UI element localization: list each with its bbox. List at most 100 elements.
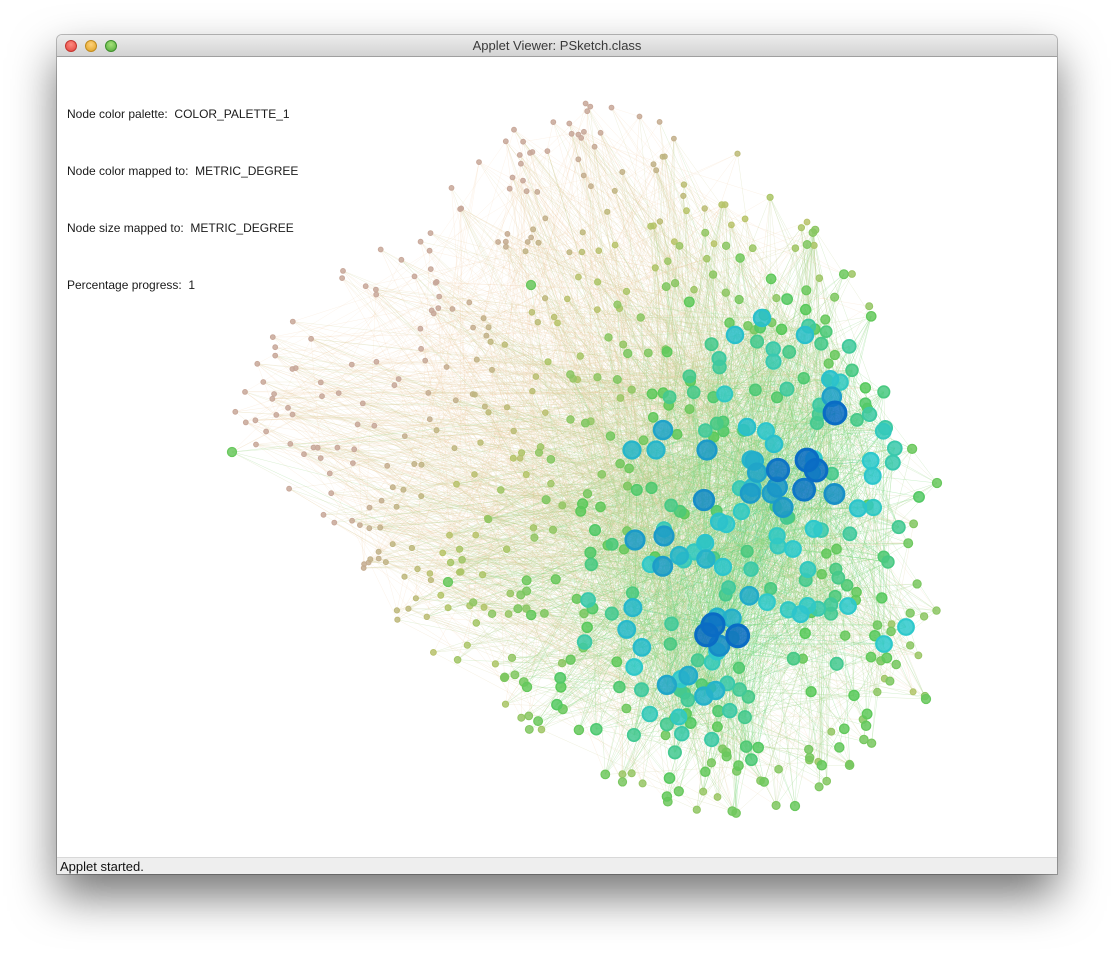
close-icon[interactable]: [65, 40, 77, 52]
graph-node: [497, 486, 505, 494]
nodes-layer: [226, 100, 943, 818]
graph-node: [844, 760, 855, 770]
graph-node: [588, 183, 594, 190]
graph-node: [564, 295, 571, 303]
graph-node: [373, 358, 380, 365]
graph-node: [580, 172, 587, 179]
graph-node: [436, 293, 443, 300]
graph-node: [733, 760, 744, 771]
graph-node: [864, 498, 883, 517]
graph-node: [838, 269, 849, 280]
graph-node: [699, 787, 708, 796]
graph-node: [713, 557, 733, 576]
graph-node: [906, 641, 915, 650]
graph-node: [591, 143, 598, 150]
graph-node: [905, 608, 915, 618]
graph-node: [557, 659, 567, 668]
graph-node: [226, 446, 238, 458]
graph-node: [613, 680, 626, 694]
graph-node: [506, 185, 513, 192]
graph-node: [473, 356, 480, 363]
graph-node: [661, 282, 671, 292]
graph-node: [831, 570, 846, 585]
graph-node: [678, 665, 699, 686]
graph-node: [518, 449, 526, 457]
graph-node: [367, 556, 374, 563]
title-bar[interactable]: Applet Viewer: PSketch.class: [57, 35, 1057, 57]
graph-node: [528, 234, 535, 241]
graph-node: [548, 525, 558, 534]
graph-node: [571, 593, 582, 605]
status-text: Applet started.: [60, 859, 144, 874]
graph-node: [578, 135, 585, 141]
progress-value: 1: [188, 278, 196, 292]
graph-node: [701, 228, 710, 237]
graph-node: [451, 445, 458, 452]
graph-node: [456, 545, 464, 553]
graph-node: [544, 148, 551, 154]
graph-node: [457, 568, 465, 576]
graph-node: [453, 480, 460, 488]
minimize-icon[interactable]: [85, 40, 97, 52]
graph-node: [624, 529, 646, 551]
sketch-canvas[interactable]: Node color palette: COLOR_PALETTE_1 Node…: [57, 57, 1057, 857]
graph-node: [694, 622, 720, 648]
graph-node: [417, 238, 424, 245]
graph-node: [748, 244, 757, 253]
graph-node: [816, 568, 828, 580]
graph-node: [418, 461, 425, 468]
graph-node: [590, 722, 603, 736]
graph-node: [485, 324, 492, 331]
graph-node: [697, 423, 713, 438]
graph-node: [816, 760, 828, 771]
graph-node: [909, 688, 917, 696]
graph-node: [593, 306, 601, 314]
graph-node: [457, 206, 464, 213]
graph-node: [839, 597, 857, 615]
graph-node: [792, 477, 817, 502]
color-mapping-value: METRIC_DEGREE: [195, 164, 299, 178]
graph-node: [582, 100, 589, 107]
graph-node: [623, 348, 633, 359]
graph-node: [739, 740, 753, 753]
graph-node: [680, 192, 687, 199]
graph-node: [716, 385, 734, 403]
graph-node: [903, 538, 914, 549]
graph-node: [743, 561, 759, 577]
graph-node: [289, 318, 296, 325]
graph-node: [662, 390, 677, 405]
graph-node: [334, 444, 341, 451]
graph-node: [418, 345, 425, 352]
graph-node: [823, 358, 834, 369]
graph-node: [605, 537, 619, 551]
graph-node: [511, 126, 517, 133]
graph-node: [725, 325, 745, 345]
graph-node: [320, 511, 327, 518]
graph-node: [701, 205, 708, 212]
graph-node: [799, 627, 811, 639]
graph-node: [384, 462, 391, 469]
graph-node: [449, 306, 456, 312]
graph-node: [848, 499, 868, 518]
graph-node: [359, 400, 366, 407]
graph-node: [669, 545, 689, 566]
graph-node: [770, 391, 784, 404]
graph-node: [841, 338, 857, 354]
zoom-icon[interactable]: [105, 40, 117, 52]
graph-node: [242, 419, 249, 426]
graph-node: [568, 130, 575, 137]
graph-node: [375, 548, 382, 555]
graph-node: [453, 656, 462, 664]
graph-node: [425, 390, 432, 396]
graph-node: [411, 461, 418, 467]
graph-node: [675, 242, 684, 250]
graph-node: [576, 352, 584, 360]
graph-node: [350, 460, 356, 467]
graph-node: [881, 555, 895, 569]
graph-node: [724, 317, 735, 329]
graph-node: [872, 620, 883, 630]
palette-value: COLOR_PALETTE_1: [174, 107, 290, 121]
graph-node: [422, 357, 429, 364]
graph-node: [711, 721, 723, 733]
graph-node: [521, 575, 532, 586]
